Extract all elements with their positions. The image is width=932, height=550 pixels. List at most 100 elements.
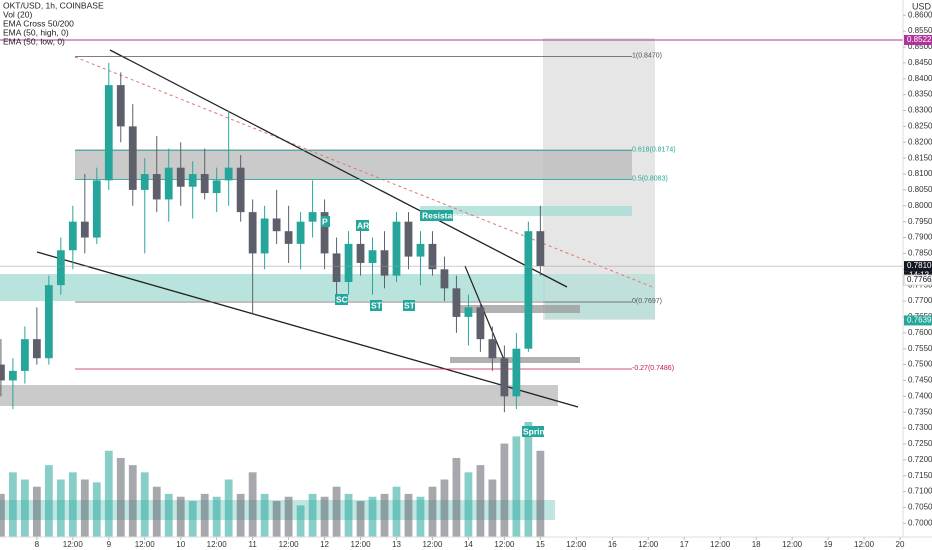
fib-label: 0.5(0.8083): [632, 175, 668, 182]
volume-bar: [500, 443, 509, 537]
volume-bar: [308, 493, 317, 537]
volume-bar: [260, 493, 269, 537]
x-tick-label: 12:00: [710, 540, 731, 549]
candle-body: [128, 126, 137, 190]
x-tick-label: 12:00: [638, 540, 659, 549]
price-badge-label: 0.8522: [907, 35, 932, 44]
volume-bar: [380, 493, 389, 537]
candle-body: [140, 174, 149, 190]
price-badge: [904, 35, 932, 46]
volume-bar: [320, 496, 329, 537]
volume-bar: [344, 493, 353, 537]
volume-bar: [488, 479, 497, 537]
y-tick-label: 0.8500: [908, 42, 932, 51]
volume-bar: [224, 479, 233, 537]
volume-bar: [152, 486, 161, 537]
y-tick-label: 0.8450: [908, 58, 932, 67]
volume-bar: [104, 450, 113, 537]
candle-body: [152, 174, 161, 200]
annotation: AR: [357, 220, 369, 230]
candle-body: [452, 288, 461, 317]
volume-bar: [92, 482, 101, 537]
x-tick-label: 12:00: [422, 540, 443, 549]
candle-body: [476, 307, 485, 340]
annotation-box: [403, 300, 415, 311]
volume-bar: [248, 472, 257, 537]
candle-body: [368, 250, 377, 263]
fib-label: 0(0.7697): [632, 298, 662, 305]
candle-body: [236, 167, 245, 213]
volume-bar: [80, 479, 89, 537]
upper-trendline: [109, 49, 568, 288]
price-badge-label: 0.7810: [907, 261, 932, 270]
candle-body: [296, 221, 305, 244]
y-tick-label: 0.7250: [908, 439, 932, 448]
volume-bar: [272, 501, 281, 537]
volume-bar: [356, 501, 365, 537]
chart-title: OKT/USD, 1h, COINBASE: [3, 0, 104, 10]
candle-body: [104, 85, 113, 181]
candle-body: [524, 231, 533, 349]
volume-bar: [116, 457, 125, 537]
x-tick-label: 17: [680, 540, 689, 549]
minor-trendline: [464, 265, 506, 363]
price-badge: [904, 261, 932, 272]
volume-bar: [200, 493, 209, 537]
x-tick-label: 13: [392, 540, 401, 549]
price-badge-label: 0.7639: [907, 316, 932, 325]
y-tick-label: 0.8550: [908, 26, 932, 35]
x-tick-label: 18: [752, 540, 761, 549]
y-tick-label: 0.7500: [908, 360, 932, 369]
volume-bar: [512, 436, 521, 537]
annotation-box: [370, 300, 382, 311]
volume-bar: [368, 496, 377, 537]
volume-bar: [20, 479, 29, 537]
volume-bar: [296, 505, 305, 537]
candle-body: [8, 370, 17, 381]
y-tick-label: 0.7550: [908, 344, 932, 353]
candle-body: [164, 167, 173, 200]
candle-body: [272, 218, 281, 232]
candle-body: [392, 221, 401, 276]
y-tick-label: 0.7050: [908, 503, 932, 512]
candle-body: [56, 250, 65, 286]
volume-bar: [188, 501, 197, 537]
annotation-box: [356, 220, 369, 231]
volume-bar: [416, 496, 425, 537]
candle-body: [284, 231, 293, 244]
candle-body: [536, 231, 545, 267]
volume-bar: [464, 472, 473, 537]
candle-body: [440, 269, 449, 289]
candle-body: [332, 253, 341, 282]
candle-body: [320, 212, 329, 254]
price-badge: [903, 274, 932, 286]
volume-bar: [524, 422, 533, 537]
candle-body: [380, 250, 389, 276]
volume-bar: [428, 486, 437, 537]
y-tick-label: 0.7100: [908, 487, 932, 496]
x-tick-label: 12:00: [279, 540, 300, 549]
y-tick-label: 0.7350: [908, 407, 932, 416]
volume-bar: [404, 493, 413, 537]
annotation-box: [335, 294, 348, 305]
y-tick-label: 0.7400: [908, 391, 932, 400]
y-tick-label: 0.7700: [908, 296, 932, 305]
annotation-box: [420, 210, 453, 221]
resistance-zone: [420, 206, 632, 216]
y-tick-label: 0.8400: [908, 74, 932, 83]
x-tick-label: 12:00: [207, 540, 228, 549]
y-tick-label: 0.7150: [908, 471, 932, 480]
indicator: Vol (20): [3, 9, 32, 19]
annotation: SC: [336, 294, 348, 304]
support-zone: [0, 385, 558, 406]
y-tick-label: 0.7900: [908, 233, 932, 242]
volume-bar: [440, 479, 449, 537]
volume-bar: [332, 486, 341, 537]
y-tick-label: 0.8250: [908, 121, 932, 130]
candle-body: [44, 285, 53, 359]
x-tick-label: 11: [248, 540, 257, 549]
candle-body: [224, 167, 233, 181]
x-tick-label: 12:00: [63, 540, 84, 549]
x-tick-label: 14: [464, 540, 473, 549]
x-tick-label: 12:00: [351, 540, 372, 549]
